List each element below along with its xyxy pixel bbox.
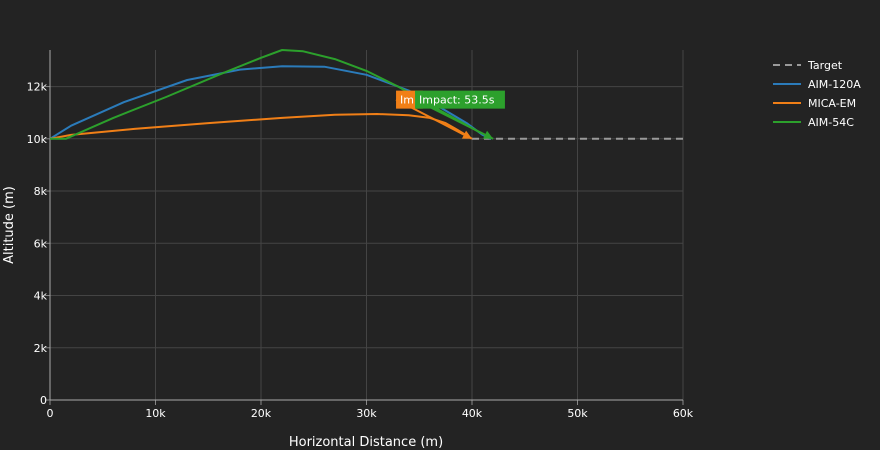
y-tick-label: 6k bbox=[34, 237, 48, 250]
y-tick-label: 2k bbox=[34, 342, 48, 355]
legend: Target AIM-120A MICA-EM AIM-54C bbox=[773, 59, 861, 129]
annotation-label: Impact: 53.5s bbox=[419, 94, 495, 107]
x-tick-label: 10k bbox=[145, 407, 166, 420]
legend-item-label: Target bbox=[807, 59, 843, 72]
x-tick-label: 20k bbox=[251, 407, 272, 420]
legend-item-label: AIM-54C bbox=[808, 116, 854, 129]
y-tick-label: 4k bbox=[34, 290, 48, 303]
legend-item-label: AIM-120A bbox=[808, 78, 861, 91]
x-tick-label: 0 bbox=[47, 407, 54, 420]
y-tick-label: 10k bbox=[27, 133, 48, 146]
legend-item-label: MICA-EM bbox=[808, 97, 856, 110]
series-line-aim-54c bbox=[50, 49, 494, 140]
annotation-arrowhead bbox=[483, 130, 494, 139]
series-lines bbox=[49, 49, 683, 140]
x-tick-label: 40k bbox=[462, 407, 483, 420]
axes: 0 10k 20k 30k 40k 50k 60k 0 2k 4k 6k 8k 10k 12k bbox=[27, 50, 694, 420]
series-line-aim-120a bbox=[49, 65, 492, 140]
series-line-mica-em bbox=[49, 113, 473, 140]
x-tick-label: 60k bbox=[673, 407, 694, 420]
annotation-arrowhead bbox=[461, 130, 472, 139]
grid-lines bbox=[50, 50, 684, 400]
x-tick-label: 50k bbox=[567, 407, 588, 420]
y-axis-title: Altitude (m) bbox=[2, 186, 17, 264]
x-axis-title: Horizontal Distance (m) bbox=[289, 435, 443, 450]
x-tick-label: 30k bbox=[356, 407, 377, 420]
y-tick-label: 0 bbox=[40, 394, 47, 407]
y-tick-label: 12k bbox=[27, 81, 48, 94]
y-tick-label: 8k bbox=[34, 185, 48, 198]
annotation-box bbox=[415, 90, 505, 109]
